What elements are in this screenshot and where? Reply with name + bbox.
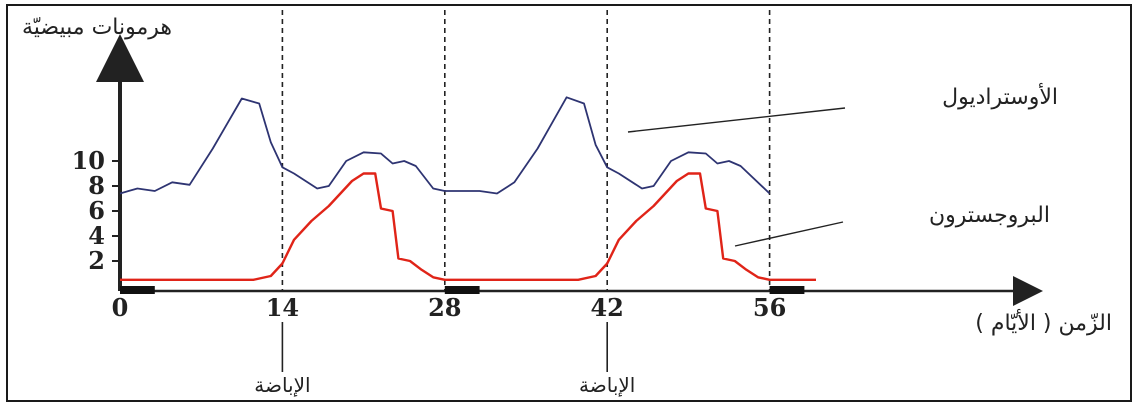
y-tick-label-0: 2 [88, 246, 105, 275]
leader-progesterone [734, 221, 844, 247]
y-axis-title: هرمونات مبيضيّة [22, 15, 172, 40]
y-tick-label-2: 6 [88, 196, 105, 225]
chart-frame [6, 4, 1132, 402]
x-tick-label-2: 28 [428, 293, 461, 322]
y-tick-label-1: 4 [88, 221, 105, 250]
x-tick-label-0: 0 [112, 293, 129, 322]
x-tick-label-1: 14 [266, 293, 299, 322]
menstruation-bar-1 [444, 286, 480, 294]
y-tick-label-4: 10 [72, 146, 105, 175]
series-line-0 [119, 96, 771, 195]
y-tick-label-3: 8 [88, 171, 105, 200]
series-label-estradiol: الأوستراديول [942, 83, 1058, 110]
menstruation-bar-2 [769, 286, 805, 294]
leader-estradiol [627, 107, 846, 133]
series-label-progesterone: البروجسترون [929, 203, 1050, 228]
x-axis-title: الزّمن ( الأيّام ) [975, 309, 1112, 336]
x-tick-label-4: 56 [753, 293, 786, 322]
ovulation-label-1: الإباضة [579, 373, 635, 397]
x-tick-label-3: 42 [590, 293, 623, 322]
ovulation-label-0: الإباضة [254, 373, 310, 397]
menstruation-bar-0 [120, 286, 155, 294]
series-line-1 [120, 172, 816, 281]
